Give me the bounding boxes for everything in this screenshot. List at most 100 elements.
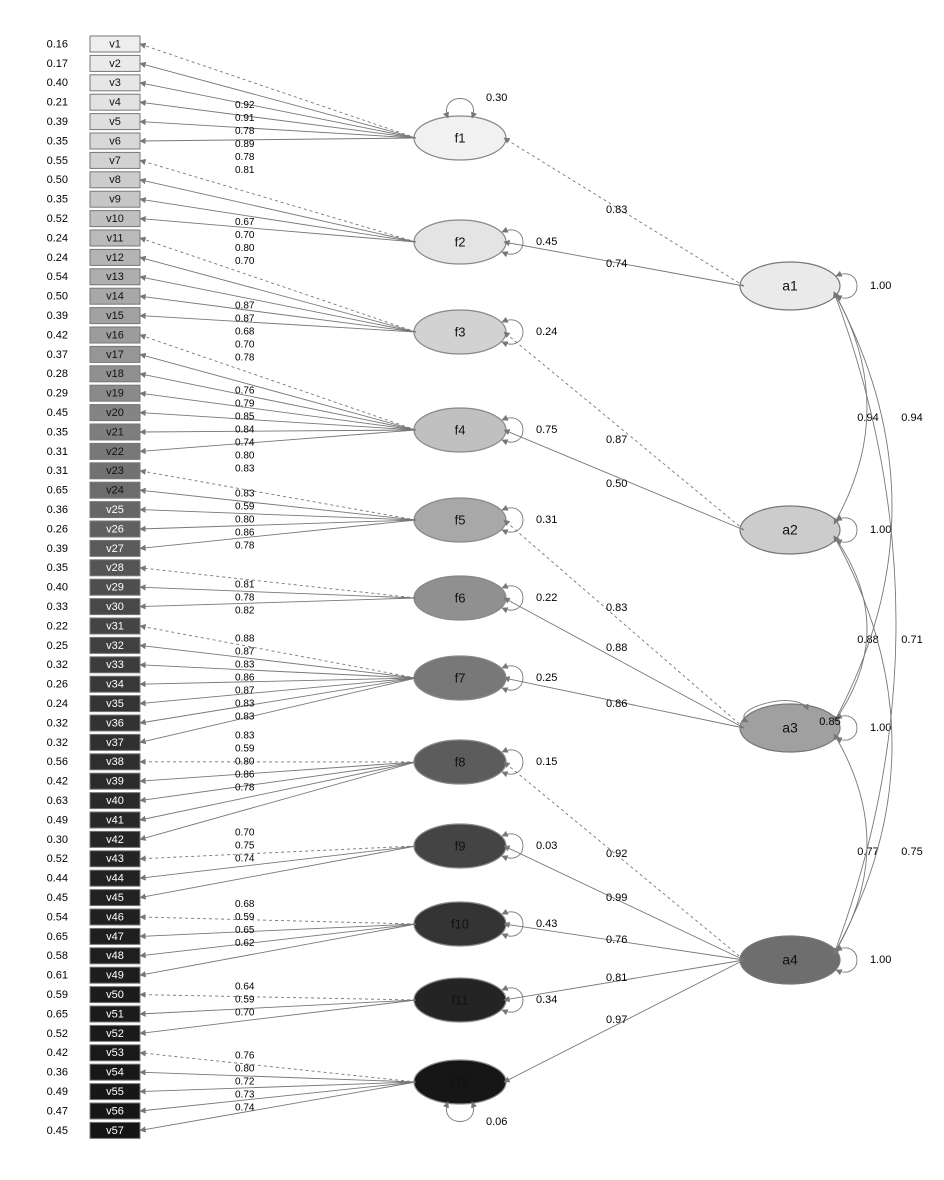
- svg-text:f12: f12: [451, 1074, 469, 1089]
- svg-text:0.31: 0.31: [536, 514, 557, 526]
- svg-text:0.35: 0.35: [47, 194, 68, 206]
- svg-text:0.83: 0.83: [235, 464, 255, 475]
- svg-text:a1: a1: [782, 278, 798, 294]
- svg-text:0.24: 0.24: [47, 252, 68, 264]
- svg-text:0.28: 0.28: [47, 368, 68, 380]
- svg-text:0.06: 0.06: [486, 1116, 507, 1128]
- svg-text:0.81: 0.81: [235, 165, 255, 176]
- svg-text:f11: f11: [451, 992, 468, 1007]
- svg-text:0.82: 0.82: [235, 606, 255, 617]
- svg-text:v49: v49: [106, 970, 124, 982]
- svg-text:v34: v34: [106, 679, 124, 691]
- svg-text:v51: v51: [106, 1008, 124, 1020]
- svg-text:v26: v26: [106, 523, 124, 535]
- svg-text:0.78: 0.78: [235, 353, 255, 364]
- svg-text:a3: a3: [782, 720, 798, 736]
- svg-text:f7: f7: [455, 670, 466, 685]
- svg-text:v56: v56: [106, 1105, 124, 1117]
- svg-text:0.43: 0.43: [536, 918, 557, 930]
- svg-text:0.83: 0.83: [235, 699, 255, 710]
- svg-text:0.34: 0.34: [536, 994, 557, 1006]
- svg-text:v6: v6: [109, 135, 121, 147]
- svg-text:v55: v55: [106, 1086, 124, 1098]
- svg-text:0.85: 0.85: [819, 716, 840, 728]
- svg-text:v53: v53: [106, 1047, 124, 1059]
- svg-text:0.81: 0.81: [606, 972, 627, 984]
- svg-text:0.16: 0.16: [47, 38, 68, 50]
- svg-text:0.74: 0.74: [235, 438, 255, 449]
- svg-text:0.03: 0.03: [536, 840, 557, 852]
- loadings: 0.920.910.780.890.780.810.670.700.800.70…: [140, 44, 416, 1130]
- svg-text:v23: v23: [106, 465, 124, 477]
- svg-text:0.32: 0.32: [47, 737, 68, 749]
- svg-text:v16: v16: [106, 329, 124, 341]
- svg-text:0.70: 0.70: [235, 230, 255, 241]
- svg-text:0.64: 0.64: [235, 982, 255, 993]
- svg-text:0.42: 0.42: [47, 776, 68, 788]
- svg-text:0.54: 0.54: [47, 271, 68, 283]
- svg-text:0.87: 0.87: [235, 686, 255, 697]
- svg-text:0.24: 0.24: [47, 698, 68, 710]
- svg-text:v45: v45: [106, 892, 124, 904]
- svg-text:v17: v17: [106, 349, 124, 361]
- svg-text:0.97: 0.97: [606, 1014, 627, 1026]
- svg-text:v33: v33: [106, 659, 124, 671]
- svg-text:0.39: 0.39: [47, 310, 68, 322]
- svg-text:0.24: 0.24: [47, 232, 68, 244]
- svg-text:v54: v54: [106, 1067, 124, 1079]
- svg-text:0.83: 0.83: [235, 731, 255, 742]
- svg-text:v37: v37: [106, 737, 124, 749]
- svg-text:0.49: 0.49: [47, 1086, 68, 1098]
- svg-text:0.88: 0.88: [235, 634, 255, 645]
- svg-text:0.74: 0.74: [235, 1103, 255, 1114]
- svg-text:0.86: 0.86: [235, 673, 255, 684]
- svg-text:f4: f4: [455, 422, 466, 437]
- svg-text:0.44: 0.44: [47, 873, 68, 885]
- svg-text:f5: f5: [455, 512, 466, 527]
- svg-text:0.26: 0.26: [47, 523, 68, 535]
- svg-text:f6: f6: [455, 590, 466, 605]
- svg-text:v36: v36: [106, 717, 124, 729]
- svg-text:v12: v12: [106, 252, 124, 264]
- svg-text:v44: v44: [106, 873, 124, 885]
- svg-text:v27: v27: [106, 543, 124, 555]
- svg-text:f1: f1: [455, 130, 466, 145]
- svg-text:0.87: 0.87: [235, 314, 255, 325]
- svg-text:v50: v50: [106, 989, 124, 1001]
- svg-text:0.36: 0.36: [47, 1067, 68, 1079]
- svg-text:v31: v31: [106, 620, 124, 632]
- svg-text:0.39: 0.39: [47, 543, 68, 555]
- svg-text:0.94: 0.94: [857, 412, 878, 424]
- svg-text:0.75: 0.75: [901, 846, 922, 858]
- svg-text:v38: v38: [106, 756, 124, 768]
- svg-text:0.42: 0.42: [47, 1047, 68, 1059]
- svg-text:v20: v20: [106, 407, 124, 419]
- svg-text:v3: v3: [109, 77, 121, 89]
- svg-text:v5: v5: [109, 116, 121, 128]
- svg-text:0.87: 0.87: [606, 434, 627, 446]
- svg-text:0.68: 0.68: [235, 327, 255, 338]
- svg-text:0.67: 0.67: [235, 217, 255, 228]
- svg-text:0.80: 0.80: [235, 757, 255, 768]
- svg-text:v7: v7: [109, 155, 121, 167]
- svg-text:0.80: 0.80: [235, 451, 255, 462]
- svg-text:f10: f10: [451, 916, 469, 931]
- svg-text:0.30: 0.30: [47, 834, 68, 846]
- svg-text:f8: f8: [455, 754, 466, 769]
- svg-text:0.45: 0.45: [536, 236, 557, 248]
- svg-text:0.83: 0.83: [235, 660, 255, 671]
- svg-text:0.33: 0.33: [47, 601, 68, 613]
- svg-text:v18: v18: [106, 368, 124, 380]
- svg-text:0.70: 0.70: [235, 256, 255, 267]
- svg-text:0.21: 0.21: [47, 97, 68, 109]
- svg-text:0.73: 0.73: [235, 1090, 255, 1101]
- svg-text:1.00: 1.00: [870, 722, 891, 734]
- svg-text:0.22: 0.22: [47, 620, 68, 632]
- covariances: 0.940.880.770.940.750.710.85: [744, 292, 923, 954]
- svg-text:v48: v48: [106, 950, 124, 962]
- svg-text:0.32: 0.32: [47, 717, 68, 729]
- svg-text:0.59: 0.59: [235, 744, 255, 755]
- svg-text:0.61: 0.61: [47, 970, 68, 982]
- svg-text:0.49: 0.49: [47, 814, 68, 826]
- svg-text:v30: v30: [106, 601, 124, 613]
